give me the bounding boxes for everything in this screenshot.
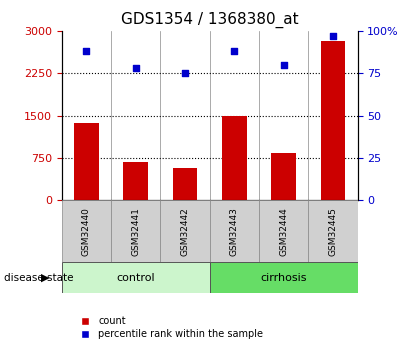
Text: GSM32440: GSM32440 bbox=[82, 207, 91, 256]
Text: GSM32441: GSM32441 bbox=[131, 207, 140, 256]
Bar bbox=[160, 200, 210, 262]
Bar bbox=[111, 200, 160, 262]
Legend: count, percentile rank within the sample: count, percentile rank within the sample bbox=[75, 315, 264, 340]
Bar bbox=[308, 200, 358, 262]
Point bbox=[330, 33, 336, 39]
Point bbox=[182, 71, 188, 76]
Title: GDS1354 / 1368380_at: GDS1354 / 1368380_at bbox=[121, 12, 298, 28]
Bar bbox=[62, 200, 111, 262]
Bar bbox=[123, 162, 148, 200]
Text: GSM32444: GSM32444 bbox=[279, 207, 288, 256]
Text: ▶: ▶ bbox=[41, 273, 49, 283]
Bar bbox=[210, 200, 259, 262]
Text: cirrhosis: cirrhosis bbox=[260, 273, 307, 283]
Text: disease state: disease state bbox=[4, 273, 74, 283]
Bar bbox=[210, 262, 358, 293]
Bar bbox=[222, 116, 247, 200]
Point bbox=[132, 66, 139, 71]
Bar bbox=[74, 123, 99, 200]
Bar bbox=[321, 41, 345, 200]
Text: GSM32442: GSM32442 bbox=[180, 207, 189, 256]
Text: GSM32445: GSM32445 bbox=[328, 207, 337, 256]
Text: GSM32443: GSM32443 bbox=[230, 207, 239, 256]
Text: control: control bbox=[116, 273, 155, 283]
Point bbox=[231, 49, 238, 54]
Bar bbox=[173, 168, 197, 200]
Bar bbox=[62, 262, 210, 293]
Bar bbox=[271, 153, 296, 200]
Point bbox=[280, 62, 287, 68]
Point bbox=[83, 49, 90, 54]
Bar bbox=[259, 200, 308, 262]
